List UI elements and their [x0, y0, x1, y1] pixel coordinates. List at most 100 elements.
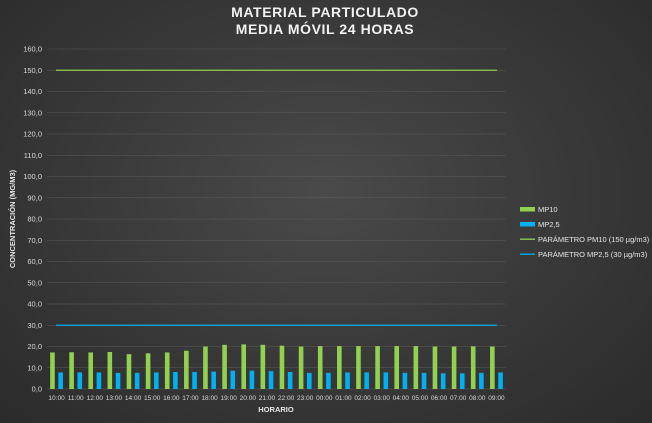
legend-entry: MP2,5	[538, 220, 560, 229]
bar-mp10-1400	[126, 354, 132, 389]
bar-mp10-1900	[222, 344, 227, 389]
x-tick-label: 14:00	[125, 395, 142, 402]
bar-mp2-5-0100	[345, 372, 350, 389]
y-tick-label: 60,0	[27, 257, 42, 266]
x-tick-label: 21:00	[259, 395, 276, 402]
y-tick-label: 10,0	[27, 363, 42, 372]
bars	[50, 344, 503, 389]
x-tick-label: 06:00	[431, 395, 448, 402]
y-axis-ticks: 0,0 10,0 20,0 30,0 40,0 50,0 60,0 70,0 80,0 90,0 1…	[23, 45, 42, 394]
bar-mp10-1700	[184, 350, 189, 389]
bar-mp10-2200	[279, 345, 285, 389]
y-tick-label: 50,0	[27, 278, 42, 287]
bar-mp2-5-1700	[192, 372, 197, 389]
y-tick-label: 110,0	[24, 151, 42, 160]
bar-mp2-5-0600	[440, 373, 446, 389]
bar-mp10-0400	[394, 346, 400, 389]
bar-mp10-2300	[298, 346, 304, 389]
bar-mp10-2000	[241, 344, 247, 389]
x-tick-label: 22:00	[278, 395, 295, 402]
bar-mp2-5-0900	[498, 372, 503, 389]
y-tick-label: 120,0	[23, 130, 42, 139]
y-tick-label: 0,0	[32, 385, 42, 394]
x-tick-label: 20:00	[240, 395, 257, 402]
bar-mp2-5-1300	[115, 372, 121, 389]
x-tick-label: 09:00	[488, 395, 505, 402]
x-tick-label: 05:00	[412, 395, 429, 402]
x-tick-label: 11:00	[68, 395, 84, 402]
bar-mp2-5-2000	[249, 370, 255, 389]
bar-mp2-5-1100	[77, 372, 83, 389]
bar-mp10-0000	[317, 346, 323, 389]
y-tick-label: 100,0	[23, 172, 42, 181]
bar-mp10-0900	[490, 346, 495, 389]
gridlines	[47, 48, 506, 390]
bar-mp2-5-1200	[96, 372, 102, 389]
bar-mp2-5-1400	[134, 372, 140, 389]
bar-mp10-0800	[470, 346, 476, 389]
bar-mp2-5-1800	[211, 371, 216, 389]
x-tick-label: 17:00	[182, 395, 199, 402]
y-tick-label: 80,0	[27, 215, 42, 224]
legend: MP10 MP2,5 PARÁMETRO PM10 (150 µg/m3) PARÁM…	[520, 205, 650, 259]
bar-mp10-0200	[356, 346, 361, 389]
x-tick-label: 08:00	[469, 395, 486, 402]
x-tick-label: 16:00	[163, 395, 180, 402]
x-tick-label: 07:00	[450, 395, 467, 402]
bar-mp2-5-2100	[268, 371, 274, 389]
bar-mp10-0500	[413, 346, 419, 389]
x-tick-label: 02:00	[354, 395, 371, 402]
legend-swatch	[520, 222, 535, 227]
x-tick-label: 12:00	[87, 395, 104, 402]
bar-mp10-1300	[107, 352, 113, 389]
y-tick-label: 40,0	[27, 300, 42, 309]
y-tick-label: 140,0	[23, 87, 42, 96]
bar-mp2-5-0000	[326, 372, 331, 389]
bar-mp10-1500	[145, 353, 151, 389]
bar-mp2-5-1600	[173, 372, 178, 389]
y-axis-label: CONCENTRACIÓN (MG/M3)	[8, 169, 17, 268]
bar-mp10-1100	[69, 352, 74, 389]
bar-mp2-5-0500	[421, 372, 427, 389]
x-tick-label: 00:00	[316, 395, 333, 402]
bar-mp2-5-1500	[153, 372, 159, 389]
x-tick-label: 23:00	[297, 395, 314, 402]
bar-mp2-5-1900	[230, 370, 236, 389]
x-tick-label: 01:00	[335, 395, 352, 402]
y-tick-label: 150,0	[23, 66, 42, 75]
bar-mp10-0600	[432, 346, 438, 389]
chart-title-line-1: MATERIAL PARTICULADO	[231, 4, 419, 20]
x-tick-label: 13:00	[106, 395, 123, 402]
bar-mp2-5-2200	[287, 372, 293, 389]
x-tick-label: 04:00	[393, 395, 410, 402]
bar-mp2-5-0700	[459, 373, 465, 389]
x-tick-label: 15:00	[144, 395, 161, 402]
x-axis-label: HORARIO	[258, 405, 294, 414]
bar-mp2-5-0300	[383, 372, 389, 389]
x-tick-label: 19:00	[221, 395, 238, 402]
chart-title-line-2: MEDIA MÓVIL 24 HORAS	[236, 20, 414, 37]
bar-mp10-0300	[375, 346, 380, 389]
bar-mp2-5-2300	[306, 372, 312, 389]
y-tick-label: 160,0	[23, 45, 42, 54]
x-tick-label: 18:00	[201, 395, 218, 402]
threshold-lines	[56, 69, 497, 326]
legend-entry: PARÁMETRO PM10 (150 µg/m3)	[538, 235, 650, 244]
bar-mp2-5-1000	[58, 372, 63, 389]
bar-mp10-0100	[337, 346, 342, 389]
legend-swatch	[520, 207, 535, 212]
x-tick-label: 03:00	[374, 395, 391, 402]
x-tick-label: 10:00	[48, 395, 65, 402]
bar-mp2-5-0200	[364, 372, 369, 389]
bar-mp10-2100	[260, 344, 266, 389]
legend-entry: PARÁMETRO MP2,5 (30 µg/m3)	[538, 250, 648, 259]
x-axis-ticks: 10:00 11:00 12:00 13:00 14:00 15:00 16:00 17:00…	[48, 395, 505, 402]
y-tick-label: 70,0	[27, 236, 42, 245]
bar-mp10-1000	[50, 352, 55, 389]
y-tick-label: 30,0	[27, 321, 42, 330]
bar-mp10-0700	[451, 346, 457, 389]
bar-mp10-1800	[203, 346, 208, 389]
y-tick-label: 90,0	[27, 193, 42, 202]
legend-entry: MP10	[538, 205, 558, 214]
